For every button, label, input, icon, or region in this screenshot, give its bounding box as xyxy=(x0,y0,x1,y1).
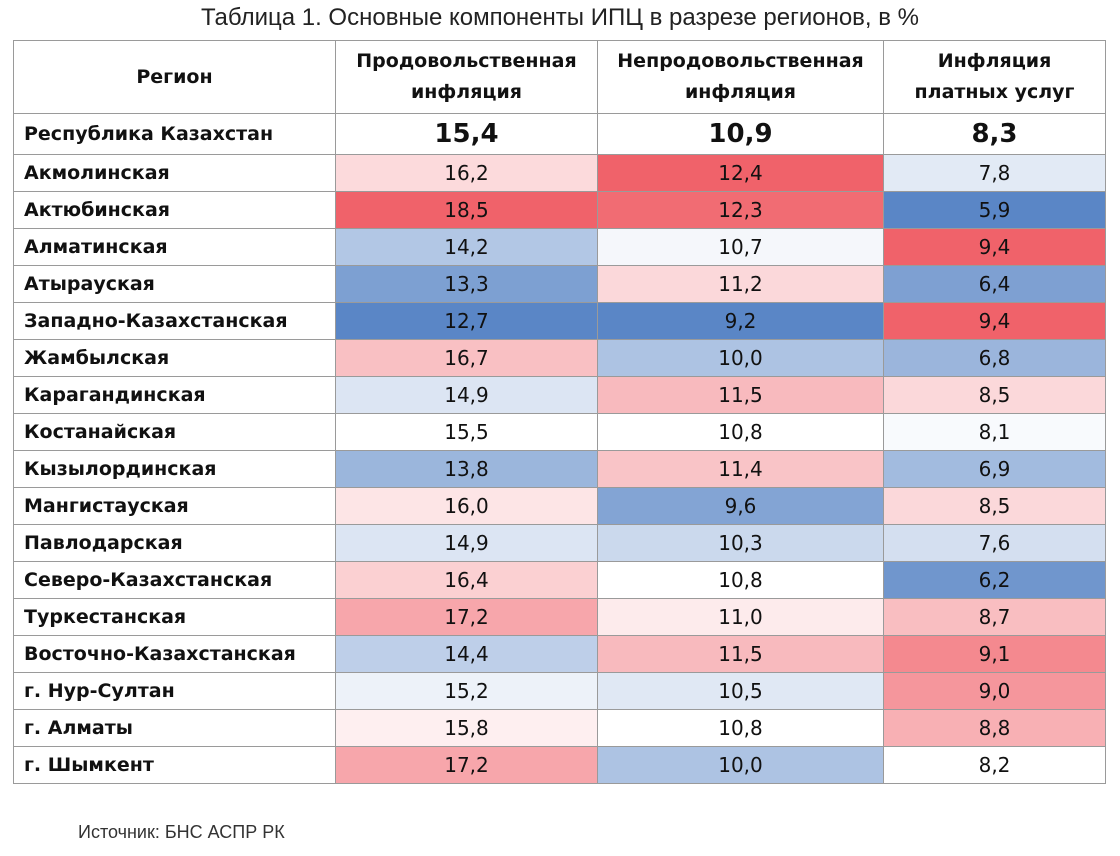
table-row: г. Шымкент 17,2 10,0 8,2 xyxy=(13,746,1106,784)
food-value: 16,7 xyxy=(335,339,598,377)
nonfood-value: 10,7 xyxy=(597,228,884,266)
food-value: 14,9 xyxy=(335,376,598,414)
services-value: 9,4 xyxy=(883,302,1106,340)
table-row: Туркестанская 17,2 11,0 8,7 xyxy=(13,598,1106,636)
region-name: Павлодарская xyxy=(13,524,336,562)
food-value: 17,2 xyxy=(335,746,598,784)
source-note: Источник: БНС АСПР РК xyxy=(78,822,285,842)
food-value: 12,7 xyxy=(335,302,598,340)
services-value: 8,5 xyxy=(883,376,1106,414)
region-name: г. Алматы xyxy=(13,709,336,747)
nonfood-value: 9,6 xyxy=(597,487,884,525)
services-value: 8,3 xyxy=(883,113,1106,155)
food-value: 15,4 xyxy=(335,113,598,155)
food-value: 16,0 xyxy=(335,487,598,525)
table-row: Жамбылская 16,7 10,0 6,8 xyxy=(13,339,1106,377)
nonfood-value: 11,2 xyxy=(597,265,884,303)
header-row: Регион Продовольственная инфляция Непродо… xyxy=(13,40,1106,114)
table-row: Атырауская 13,3 11,2 6,4 xyxy=(13,265,1106,303)
table-row: Западно-Казахстанская 12,7 9,2 9,4 xyxy=(13,302,1106,340)
nonfood-value: 11,5 xyxy=(597,635,884,673)
region-name: Мангистауская xyxy=(13,487,336,525)
food-value: 14,2 xyxy=(335,228,598,266)
region-name: Туркестанская xyxy=(13,598,336,636)
region-name: Западно-Казахстанская xyxy=(13,302,336,340)
table-row: Павлодарская 14,9 10,3 7,6 xyxy=(13,524,1106,562)
region-name: Костанайская xyxy=(13,413,336,451)
region-name: г. Нур-Султан xyxy=(13,672,336,710)
food-value: 13,8 xyxy=(335,450,598,488)
region-name: Атырауская xyxy=(13,265,336,303)
region-name: Республика Казахстан xyxy=(13,113,336,155)
food-value: 15,5 xyxy=(335,413,598,451)
nonfood-value: 10,8 xyxy=(597,413,884,451)
nonfood-value: 12,4 xyxy=(597,154,884,192)
header-region: Регион xyxy=(13,40,336,114)
food-value: 13,3 xyxy=(335,265,598,303)
total-row: Республика Казахстан 15,4 10,9 8,3 xyxy=(13,113,1106,155)
food-value: 16,2 xyxy=(335,154,598,192)
nonfood-value: 10,9 xyxy=(597,113,884,155)
services-value: 8,1 xyxy=(883,413,1106,451)
region-name: Восточно-Казахстанская xyxy=(13,635,336,673)
nonfood-value: 10,0 xyxy=(597,339,884,377)
food-value: 14,9 xyxy=(335,524,598,562)
header-food: Продовольственная инфляция xyxy=(335,40,598,114)
nonfood-value: 10,8 xyxy=(597,561,884,599)
region-name: Карагандинская xyxy=(13,376,336,414)
food-value: 15,8 xyxy=(335,709,598,747)
header-services: Инфляция платных услуг xyxy=(883,40,1106,114)
nonfood-value: 11,0 xyxy=(597,598,884,636)
nonfood-value: 11,5 xyxy=(597,376,884,414)
nonfood-value: 10,8 xyxy=(597,709,884,747)
services-value: 8,8 xyxy=(883,709,1106,747)
region-name: Алматинская xyxy=(13,228,336,266)
table-title: Таблица 1. Основные компоненты ИПЦ в раз… xyxy=(200,4,920,31)
table-row: Акмолинская 16,2 12,4 7,8 xyxy=(13,154,1106,192)
table-row: Актюбинская 18,5 12,3 5,9 xyxy=(13,191,1106,229)
region-name: Кызылординская xyxy=(13,450,336,488)
region-name: Северо-Казахстанская xyxy=(13,561,336,599)
table-row: г. Нур-Султан 15,2 10,5 9,0 xyxy=(13,672,1106,710)
table-row: Восточно-Казахстанская 14,4 11,5 9,1 xyxy=(13,635,1106,673)
table-row: Костанайская 15,5 10,8 8,1 xyxy=(13,413,1106,451)
services-value: 5,9 xyxy=(883,191,1106,229)
nonfood-value: 11,4 xyxy=(597,450,884,488)
nonfood-value: 10,5 xyxy=(597,672,884,710)
table-row: г. Алматы 15,8 10,8 8,8 xyxy=(13,709,1106,747)
services-value: 9,1 xyxy=(883,635,1106,673)
services-value: 9,4 xyxy=(883,228,1106,266)
nonfood-value: 10,3 xyxy=(597,524,884,562)
services-value: 7,6 xyxy=(883,524,1106,562)
cpi-table: Регион Продовольственная инфляция Непродо… xyxy=(13,40,1106,784)
region-name: г. Шымкент xyxy=(13,746,336,784)
nonfood-value: 10,0 xyxy=(597,746,884,784)
food-value: 17,2 xyxy=(335,598,598,636)
services-value: 6,9 xyxy=(883,450,1106,488)
region-name: Акмолинская xyxy=(13,154,336,192)
region-name: Жамбылская xyxy=(13,339,336,377)
services-value: 6,8 xyxy=(883,339,1106,377)
food-value: 18,5 xyxy=(335,191,598,229)
header-nonfood: Непродовольственная инфляция xyxy=(597,40,884,114)
food-value: 15,2 xyxy=(335,672,598,710)
table-row: Северо-Казахстанская 16,4 10,8 6,2 xyxy=(13,561,1106,599)
table-row: Кызылординская 13,8 11,4 6,9 xyxy=(13,450,1106,488)
food-value: 14,4 xyxy=(335,635,598,673)
region-name: Актюбинская xyxy=(13,191,336,229)
table-row: Алматинская 14,2 10,7 9,4 xyxy=(13,228,1106,266)
services-value: 6,2 xyxy=(883,561,1106,599)
services-value: 8,7 xyxy=(883,598,1106,636)
services-value: 7,8 xyxy=(883,154,1106,192)
food-value: 16,4 xyxy=(335,561,598,599)
services-value: 8,5 xyxy=(883,487,1106,525)
table-row: Мангистауская 16,0 9,6 8,5 xyxy=(13,487,1106,525)
nonfood-value: 12,3 xyxy=(597,191,884,229)
services-value: 9,0 xyxy=(883,672,1106,710)
services-value: 8,2 xyxy=(883,746,1106,784)
services-value: 6,4 xyxy=(883,265,1106,303)
table-row: Карагандинская 14,9 11,5 8,5 xyxy=(13,376,1106,414)
nonfood-value: 9,2 xyxy=(597,302,884,340)
